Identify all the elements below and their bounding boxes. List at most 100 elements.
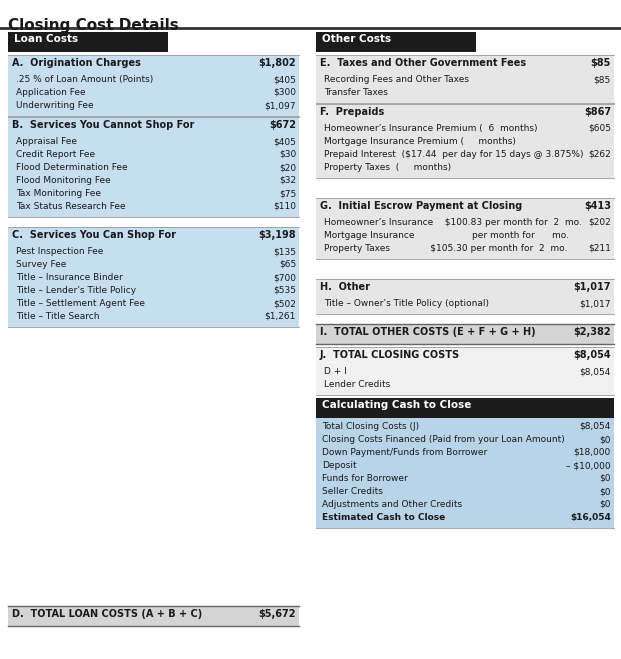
Text: Title – Owner’s Title Policy (optional): Title – Owner’s Title Policy (optional) [324, 299, 489, 308]
Text: $2,382: $2,382 [573, 327, 611, 337]
Text: Property Taxes  (     months): Property Taxes ( months) [324, 163, 451, 172]
Bar [8, 606, 299, 626]
Text: Credit Report Fee: Credit Report Fee [16, 150, 95, 159]
Text: Application Fee: Application Fee [16, 88, 86, 97]
Text: – $10,000: – $10,000 [566, 461, 611, 470]
Text: Seller Credits: Seller Credits [322, 487, 383, 496]
Text: Mortgage Insurance                    per month for      mo.: Mortgage Insurance per month for mo. [324, 231, 569, 240]
Bar [316, 347, 614, 395]
Text: $672: $672 [269, 120, 296, 130]
Bar [316, 198, 614, 259]
Bar [8, 227, 299, 327]
Text: $0: $0 [599, 487, 611, 496]
Text: Property Taxes              $105.30 per month for  2  mo.: Property Taxes $105.30 per month for 2 m… [324, 244, 568, 253]
Text: $413: $413 [584, 201, 611, 211]
Text: F.  Prepaids: F. Prepaids [320, 107, 384, 117]
Text: C.  Services You Can Shop For: C. Services You Can Shop For [12, 230, 176, 240]
Text: $30: $30 [279, 150, 296, 159]
Text: $700: $700 [273, 273, 296, 282]
Text: $405: $405 [273, 137, 296, 146]
Text: $0: $0 [599, 435, 611, 444]
Text: $1,261: $1,261 [265, 312, 296, 321]
Text: Flood Monitoring Fee: Flood Monitoring Fee [16, 176, 111, 185]
Text: Flood Determination Fee: Flood Determination Fee [16, 163, 128, 172]
Text: $18,000: $18,000 [574, 448, 611, 457]
Text: $110: $110 [273, 202, 296, 211]
Text: $605: $605 [588, 124, 611, 133]
Text: Title – Title Search: Title – Title Search [16, 312, 99, 321]
Text: Appraisal Fee: Appraisal Fee [16, 137, 77, 146]
Text: Transfer Taxes: Transfer Taxes [324, 88, 388, 97]
Text: $5,672: $5,672 [258, 609, 296, 619]
Text: Pest Inspection Fee: Pest Inspection Fee [16, 247, 103, 256]
Text: $262: $262 [588, 150, 611, 159]
Text: D.  TOTAL LOAN COSTS (A + B + C): D. TOTAL LOAN COSTS (A + B + C) [12, 609, 202, 619]
Text: G.  Initial Escrow Payment at Closing: G. Initial Escrow Payment at Closing [320, 201, 522, 211]
Text: $75: $75 [279, 189, 296, 198]
Text: Prepaid Interest  ($17.44  per day for 15 days @ 3.875%): Prepaid Interest ($17.44 per day for 15 … [324, 150, 584, 159]
Bar [316, 104, 614, 178]
Bar [8, 117, 299, 217]
Text: $300: $300 [273, 88, 296, 97]
Text: $202: $202 [588, 218, 611, 227]
Text: Other Costs: Other Costs [322, 34, 391, 44]
Text: $1,802: $1,802 [258, 58, 296, 68]
Text: Loan Costs: Loan Costs [14, 34, 78, 44]
Text: $0: $0 [599, 474, 611, 483]
Text: $32: $32 [279, 176, 296, 185]
Text: $8,054: $8,054 [573, 350, 611, 360]
Bar [316, 398, 614, 418]
Text: A.  Origination Charges: A. Origination Charges [12, 58, 141, 68]
Text: Tax Monitoring Fee: Tax Monitoring Fee [16, 189, 101, 198]
Text: E.  Taxes and Other Government Fees: E. Taxes and Other Government Fees [320, 58, 526, 68]
Text: Homeowner’s Insurance Premium (  6  months): Homeowner’s Insurance Premium ( 6 months… [324, 124, 538, 133]
Text: $1,097: $1,097 [265, 101, 296, 110]
Text: H.  Other: H. Other [320, 282, 370, 292]
Text: Recording Fees and Other Taxes: Recording Fees and Other Taxes [324, 75, 469, 84]
Text: Tax Status Research Fee: Tax Status Research Fee [16, 202, 125, 211]
Text: $502: $502 [273, 299, 296, 308]
Text: Underwriting Fee: Underwriting Fee [16, 101, 94, 110]
Text: $135: $135 [273, 247, 296, 256]
Text: $867: $867 [584, 107, 611, 117]
Text: .25 % of Loan Amount (Points): .25 % of Loan Amount (Points) [16, 75, 153, 84]
Text: $20: $20 [279, 163, 296, 172]
Text: $1,017: $1,017 [579, 299, 611, 308]
Text: Estimated Cash to Close: Estimated Cash to Close [322, 513, 445, 522]
Text: $1,017: $1,017 [574, 282, 611, 292]
Bar [316, 324, 614, 344]
Text: $8,054: $8,054 [579, 367, 611, 376]
Text: J.  TOTAL CLOSING COSTS: J. TOTAL CLOSING COSTS [320, 350, 460, 360]
Text: Calculating Cash to Close: Calculating Cash to Close [322, 400, 471, 410]
Bar [8, 55, 299, 116]
Text: $65: $65 [279, 260, 296, 269]
Text: $85: $85 [594, 75, 611, 84]
Text: Title – Lender’s Title Policy: Title – Lender’s Title Policy [16, 286, 136, 295]
Text: Closing Cost Details: Closing Cost Details [8, 18, 179, 33]
Text: D + I: D + I [324, 367, 347, 376]
Text: Adjustments and Other Credits: Adjustments and Other Credits [322, 500, 462, 509]
Text: Total Closing Costs (J): Total Closing Costs (J) [322, 422, 419, 431]
Bar [316, 418, 614, 528]
Text: Down Payment/Funds from Borrower: Down Payment/Funds from Borrower [322, 448, 487, 457]
Text: Mortgage Insurance Premium (     months): Mortgage Insurance Premium ( months) [324, 137, 516, 146]
Bar [316, 279, 614, 314]
Text: $0: $0 [599, 500, 611, 509]
Text: $85: $85 [591, 58, 611, 68]
Bar [316, 55, 614, 103]
Bar [316, 32, 476, 52]
Bar [8, 32, 168, 52]
Text: Lender Credits: Lender Credits [324, 380, 390, 389]
Text: Homeowner’s Insurance    $100.83 per month for  2  mo.: Homeowner’s Insurance $100.83 per month … [324, 218, 582, 227]
Text: $535: $535 [273, 286, 296, 295]
Text: B.  Services You Cannot Shop For: B. Services You Cannot Shop For [12, 120, 194, 130]
Text: Survey Fee: Survey Fee [16, 260, 66, 269]
Text: $8,054: $8,054 [579, 422, 611, 431]
Text: I.  TOTAL OTHER COSTS (E + F + G + H): I. TOTAL OTHER COSTS (E + F + G + H) [320, 327, 536, 337]
Text: $3,198: $3,198 [258, 230, 296, 240]
Text: $405: $405 [273, 75, 296, 84]
Text: Title – Settlement Agent Fee: Title – Settlement Agent Fee [16, 299, 145, 308]
Text: Deposit: Deposit [322, 461, 356, 470]
Text: Closing Costs Financed (Paid from your Loan Amount): Closing Costs Financed (Paid from your L… [322, 435, 564, 444]
Text: $16,054: $16,054 [570, 513, 611, 522]
